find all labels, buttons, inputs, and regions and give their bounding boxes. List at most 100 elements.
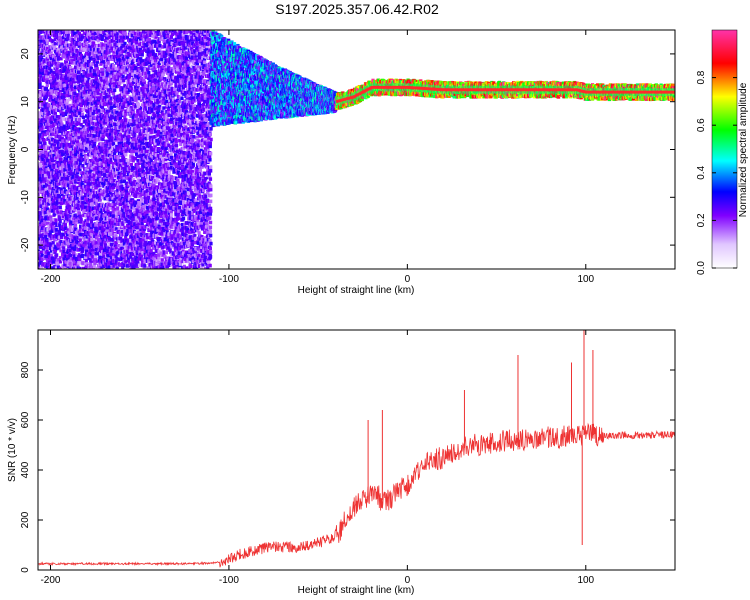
spectrogram-cell [54, 155, 58, 160]
spectrogram-cell [52, 102, 56, 107]
spectrogram-cell [63, 222, 67, 227]
spectrogram-cell [44, 95, 49, 99]
spectrogram-cell [40, 250, 44, 255]
spectrogram-cell [38, 255, 42, 259]
spectrogram-cell [81, 171, 85, 175]
spectrogram-cell [38, 98, 41, 102]
spectrogram-cell [50, 167, 54, 171]
spectrogram-cell [40, 58, 44, 62]
spectrogram-cell [59, 187, 63, 191]
spectrogram-cell [44, 231, 48, 235]
spectrogram-cell [54, 244, 58, 249]
spectrogram-cell [40, 257, 44, 261]
spectrogram-cell [44, 86, 48, 91]
spectrogram-cell [129, 209, 133, 213]
spectrogram-cell [46, 93, 50, 97]
spectrogram-cell [113, 88, 117, 92]
spectrogram-cell [59, 157, 63, 162]
spectrogram-cell [137, 263, 142, 268]
spectrogram-cell [53, 207, 57, 212]
spectrogram-cell [38, 214, 41, 219]
spectrogram-cell [39, 96, 43, 101]
spectrogram-cell [38, 77, 41, 82]
spectrogram-cell [38, 192, 40, 197]
spectrogram-cell [81, 163, 85, 168]
spectrogram-cell [58, 205, 62, 209]
spectrogram-cell [51, 39, 55, 44]
spectrogram-cell [72, 250, 76, 255]
spectrogram-cell [50, 33, 54, 37]
spectrogram-cell [75, 139, 80, 144]
spectrogram-cell [56, 69, 60, 74]
spectrogram-cell [56, 87, 60, 91]
spectrogram-cell [42, 120, 46, 124]
spectrogram-cell [44, 151, 48, 156]
spectrogram-cell [44, 73, 48, 77]
spectrogram-cell [49, 87, 53, 92]
spectrogram-cell [55, 147, 60, 152]
spectrogram-cell [96, 91, 100, 95]
spectrogram-cell [42, 101, 46, 106]
spectrogram-cell [40, 223, 45, 227]
spectrogram-cell [38, 41, 42, 45]
spectrogram-cell [103, 102, 107, 106]
spectrogram-cell [45, 83, 49, 88]
spectrogram-cell [42, 177, 46, 182]
spectrogram-cell [45, 102, 49, 106]
spectrogram-cell [41, 144, 45, 148]
spectrogram-cell [123, 32, 127, 36]
spectrogram-cell [55, 184, 59, 189]
spectrogram-cell [55, 92, 59, 96]
spectrogram-cell [50, 115, 54, 119]
spectrogram-cell [55, 39, 60, 43]
spectrogram-cell [39, 99, 43, 103]
spectrogram-cell [42, 222, 46, 227]
spectrogram-cell [80, 112, 85, 117]
spectrogram-cell [81, 261, 85, 266]
spectrogram-cell [52, 95, 57, 100]
spectrogram-cell [53, 204, 57, 209]
spectrogram-cell [38, 111, 41, 115]
spectrogram-cell [55, 227, 59, 232]
spectrogram-cell [41, 69, 45, 73]
spectrogram-cell [53, 212, 57, 216]
spectrogram-cell [49, 165, 53, 169]
spectrogram-cell [39, 35, 43, 39]
spectrogram-cell [49, 253, 54, 258]
spectrogram-cell [48, 76, 52, 80]
spectrogram-cell [46, 262, 50, 267]
spectrogram-cell [54, 134, 58, 139]
spectrogram-cell [39, 91, 43, 95]
spectrogram-cell [54, 266, 59, 269]
spectrogram-cell [46, 180, 50, 184]
spectrogram-cell [47, 210, 51, 214]
spectrogram-cell [43, 173, 48, 178]
spectrogram-cell [43, 40, 47, 44]
spectrogram-cell [89, 262, 93, 267]
spectrogram-cell [42, 78, 46, 82]
spectrogram-cell [51, 132, 55, 137]
spectrogram-cell [49, 124, 53, 129]
spectrogram-cell [49, 257, 53, 261]
spectrogram-cell [39, 204, 43, 208]
spectrogram-cell [52, 260, 56, 264]
spectrogram-cell [46, 195, 51, 199]
spectrogram-cell [38, 164, 43, 168]
spectrogram-cell [47, 212, 51, 217]
spectrogram-cell [40, 55, 44, 59]
spectrogram-cell [53, 112, 57, 116]
spectrogram-cell [53, 248, 58, 253]
spectrogram-cell [140, 53, 144, 57]
spectrogram-cell [43, 170, 47, 175]
spectrogram-cell [127, 53, 132, 57]
spectrogram-cell [120, 158, 124, 163]
spectrogram-cell [110, 174, 114, 179]
spectrogram-cell [48, 107, 52, 111]
spectrogram-cell [45, 78, 49, 82]
spectrogram-cell [49, 185, 53, 190]
spectrogram-cell [51, 202, 55, 206]
spectrogram-cell [53, 37, 57, 41]
spectrogram-cell [62, 246, 66, 250]
spectrogram-cell [137, 183, 141, 187]
